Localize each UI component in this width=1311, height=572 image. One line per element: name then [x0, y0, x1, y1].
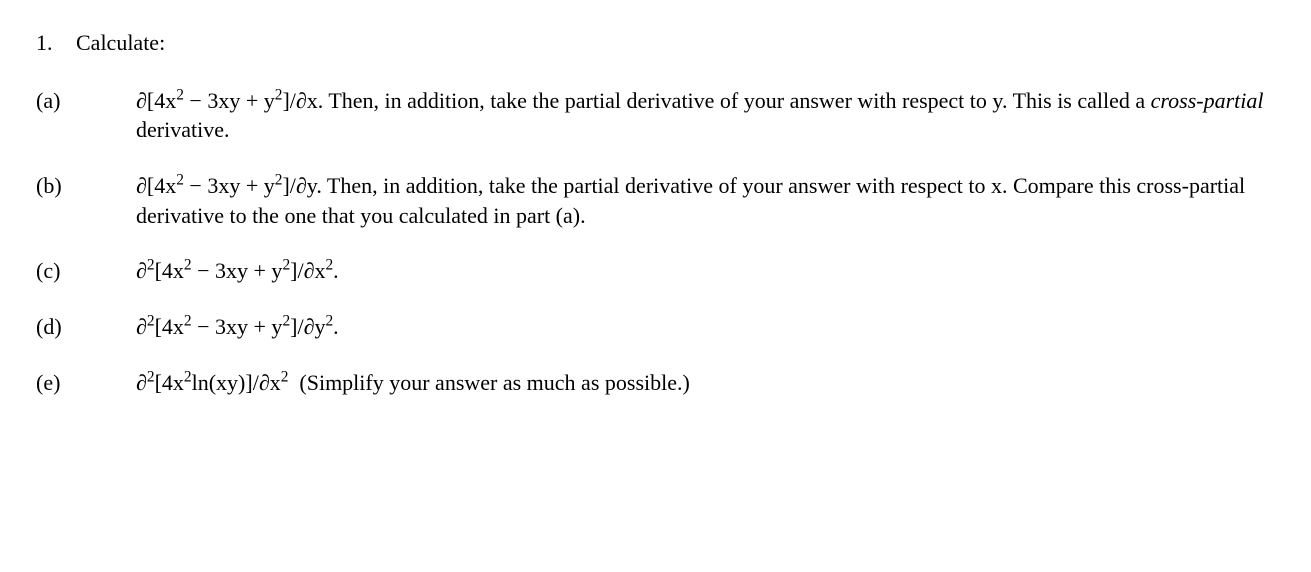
question-number: 1.	[36, 28, 76, 58]
part-a-label: (a)	[36, 86, 136, 145]
part-c-body: ∂2[4x2 − 3xy + y2]/∂x2.	[136, 256, 1275, 286]
parts-list: (a) ∂[4x2 − 3xy + y2]/∂x. Then, in addit…	[36, 86, 1275, 398]
part-b-label: (b)	[36, 171, 136, 230]
page: 1. Calculate: (a) ∂[4x2 − 3xy + y2]/∂x. …	[0, 0, 1311, 572]
part-d-body: ∂2[4x2 − 3xy + y2]/∂y2.	[136, 312, 1275, 342]
part-a: (a) ∂[4x2 − 3xy + y2]/∂x. Then, in addit…	[36, 86, 1275, 145]
question-prompt: Calculate:	[76, 28, 165, 58]
part-b-body: ∂[4x2 − 3xy + y2]/∂y. Then, in addition,…	[136, 171, 1275, 230]
part-c-label: (c)	[36, 256, 136, 286]
part-b: (b) ∂[4x2 − 3xy + y2]/∂y. Then, in addit…	[36, 171, 1275, 230]
question-header: 1. Calculate:	[36, 28, 1275, 58]
part-c: (c) ∂2[4x2 − 3xy + y2]/∂x2.	[36, 256, 1275, 286]
part-d-label: (d)	[36, 312, 136, 342]
part-e-body: ∂2[4x2ln(xy)]/∂x2 (Simplify your answer …	[136, 368, 1275, 398]
part-e: (e) ∂2[4x2ln(xy)]/∂x2 (Simplify your ans…	[36, 368, 1275, 398]
part-d: (d) ∂2[4x2 − 3xy + y2]/∂y2.	[36, 312, 1275, 342]
part-e-label: (e)	[36, 368, 136, 398]
part-a-body: ∂[4x2 − 3xy + y2]/∂x. Then, in addition,…	[136, 86, 1275, 145]
